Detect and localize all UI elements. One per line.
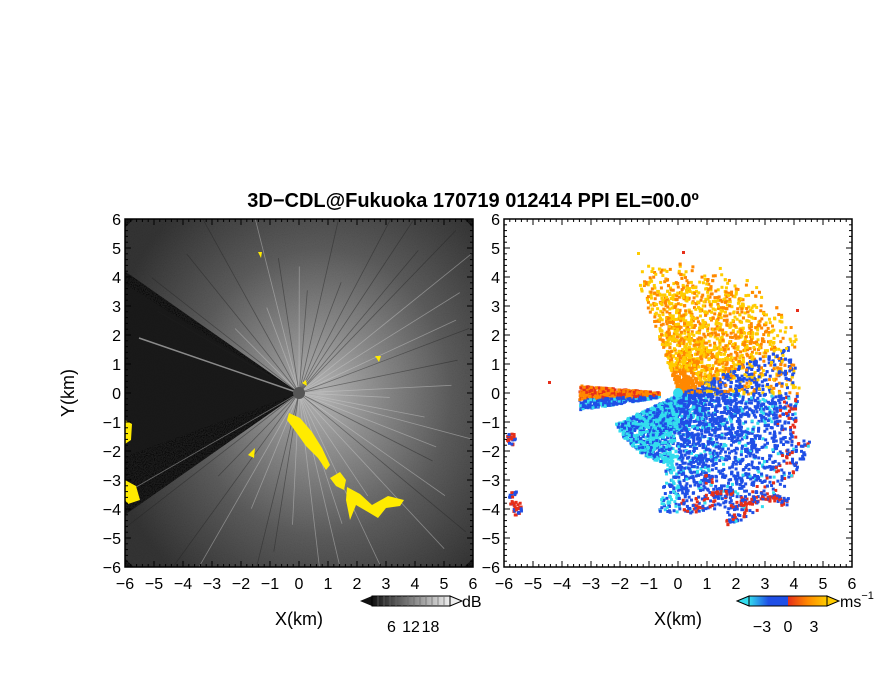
- colorbar-tick-label: 3: [810, 619, 819, 636]
- y-tick-label: 3: [491, 299, 500, 316]
- velocity-panel: −6 −5 −4 −3 −2 −1 0 1 2 3 4 5 6 6 5 4 3 2 1 0 −1 −2 −3 −4 −5 −6 X…: [482, 212, 874, 636]
- x-tick-label: 6: [469, 576, 478, 593]
- y-tick-label: 5: [491, 241, 500, 258]
- y-tick-label: −2: [482, 444, 500, 461]
- y-tick-label: −1: [103, 415, 121, 432]
- velocity-colorbar-unit: ms−1: [840, 590, 874, 611]
- x-tick-label: 6: [848, 576, 857, 593]
- colorbar-tick-label: 6: [387, 619, 396, 636]
- y-tick-label: 4: [491, 270, 500, 287]
- x-tick-label: 2: [353, 576, 362, 593]
- y-tick-label: 0: [491, 386, 500, 403]
- y-tick-label: −4: [482, 502, 500, 519]
- x-tick-label: 4: [790, 576, 799, 593]
- colorbar-tick-label: 12: [402, 619, 420, 636]
- x-tick-label: −6: [495, 576, 513, 593]
- x-tick-label: −2: [232, 576, 250, 593]
- y-tick-label: −2: [103, 444, 121, 461]
- x-tick-label: 1: [703, 576, 712, 593]
- x-tick-label: 0: [295, 576, 304, 593]
- reflectivity-colorbar-unit: dB: [462, 594, 482, 611]
- y-tick-label: 6: [112, 212, 121, 229]
- x-tick-label: −4: [174, 576, 192, 593]
- y-tick-label: −6: [482, 560, 500, 577]
- x-tick-label: −3: [203, 576, 221, 593]
- x-tick-label: −1: [261, 576, 279, 593]
- x-tick-label: 4: [411, 576, 420, 593]
- y-axis-label: Y(km): [58, 369, 78, 417]
- x-tick-label: 0: [674, 576, 683, 593]
- y-tick-label: 2: [112, 328, 121, 345]
- x-tick-label: 5: [819, 576, 828, 593]
- x-tick-label: −5: [524, 576, 542, 593]
- y-tick-label: 4: [112, 270, 121, 287]
- y-tick-label: −5: [103, 531, 121, 548]
- x-tick-label: −6: [116, 576, 134, 593]
- y-tick-label: −5: [482, 531, 500, 548]
- x-tick-label: 3: [761, 576, 770, 593]
- y-tick-label: 1: [112, 357, 121, 374]
- x-tick-label: −2: [611, 576, 629, 593]
- y-tick-label: 3: [112, 299, 121, 316]
- y-tick-label: 6: [491, 212, 500, 229]
- x-tick-label: 2: [732, 576, 741, 593]
- y-tick-label: −3: [482, 473, 500, 490]
- x-tick-label: 3: [382, 576, 391, 593]
- y-tick-label: 5: [112, 241, 121, 258]
- x-axis-label-right: X(km): [654, 609, 702, 629]
- x-tick-label: 5: [440, 576, 449, 593]
- x-axis-label-left: X(km): [275, 609, 323, 629]
- y-tick-label: −3: [103, 473, 121, 490]
- y-tick-label: 0: [112, 386, 121, 403]
- colorbar-tick-label: 0: [784, 619, 793, 636]
- x-tick-label: −1: [640, 576, 658, 593]
- y-tick-label: −1: [482, 415, 500, 432]
- x-tick-label: −5: [145, 576, 163, 593]
- x-tick-label: −4: [553, 576, 571, 593]
- colorbar-tick-label: −3: [753, 619, 771, 636]
- y-tick-label: −4: [103, 502, 121, 519]
- x-tick-label: −3: [582, 576, 600, 593]
- y-tick-label: −6: [103, 560, 121, 577]
- y-tick-label: 1: [491, 357, 500, 374]
- x-tick-label: 1: [324, 576, 333, 593]
- y-tick-label: 2: [491, 328, 500, 345]
- chart-title: 3D−CDL@Fukuoka 170719 012414 PPI EL=00.0…: [247, 190, 699, 212]
- colorbar-tick-label: 18: [422, 619, 440, 636]
- velocity-image: [504, 219, 852, 567]
